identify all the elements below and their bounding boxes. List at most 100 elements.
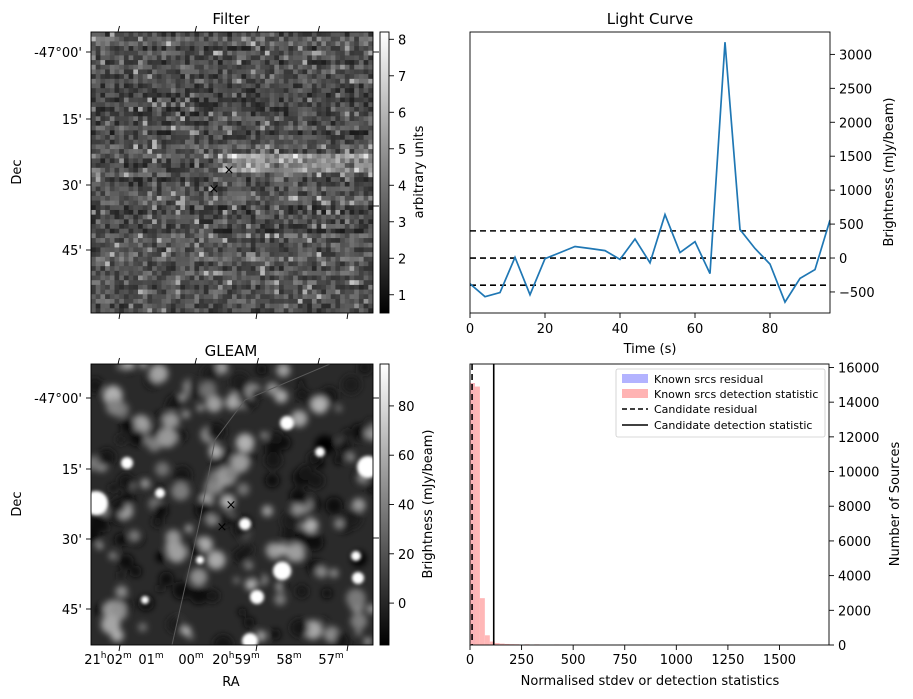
histogram-x-tick-label: 750 bbox=[612, 653, 637, 668]
gleam-dec-tick-label: -47°00' bbox=[34, 392, 82, 407]
lightcurve-xlabel: Time (s) bbox=[623, 342, 677, 357]
gleam-dec-tick-label: 15' bbox=[62, 463, 82, 478]
gleam-colorbar bbox=[380, 364, 389, 645]
histogram-x-tick-label: 250 bbox=[509, 653, 534, 668]
lightcurve-x-tick-label: 0 bbox=[466, 322, 474, 337]
lightcurve-y-tick-label: −500 bbox=[839, 286, 875, 301]
filter-ra-tick-bottom bbox=[256, 313, 257, 319]
gleam-colorbar-tick-label: 20 bbox=[398, 548, 415, 563]
filter-dec-tick-label: -47°00' bbox=[34, 46, 82, 61]
filter-colorbar bbox=[380, 32, 389, 313]
legend-label-candidate-detection: Candidate detection statistic bbox=[654, 419, 812, 432]
filter-colorbar-label: arbitrary units bbox=[412, 125, 427, 218]
gleam-dec-tick-label: 45' bbox=[62, 603, 82, 618]
gleam-ra-tick-label: 58m bbox=[276, 651, 301, 668]
histogram-bar-detection bbox=[480, 598, 485, 645]
gleam-ra-tick-top bbox=[318, 358, 320, 364]
legend-label-candidate-residual: Candidate residual bbox=[654, 403, 757, 416]
filter-title: Filter bbox=[212, 10, 250, 28]
filter-colorbar-tick-label: 3 bbox=[398, 216, 406, 231]
histogram-x-tick-label: 1250 bbox=[711, 653, 744, 668]
lightcurve-ylabel: Brightness (mJy/beam) bbox=[882, 98, 897, 247]
legend-swatch-residual bbox=[622, 374, 648, 383]
filter-ylabel: Dec bbox=[10, 159, 25, 184]
filter-dec-tick-label: 15' bbox=[62, 113, 82, 128]
lightcurve-y-tick-label: 3000 bbox=[839, 48, 872, 63]
histogram-y-tick-label: 6000 bbox=[838, 535, 871, 550]
lightcurve-y-tick-label: 2500 bbox=[839, 82, 872, 97]
histogram-x-tick-label: 0 bbox=[466, 653, 474, 668]
gleam-ra-tick-bottom bbox=[119, 645, 120, 651]
lightcurve-x-tick-label: 40 bbox=[612, 322, 629, 337]
gleam-ra-tick-bottom bbox=[347, 645, 348, 651]
candidate-position-marker: × bbox=[224, 163, 235, 178]
filter-colorbar-tick-label: 5 bbox=[398, 143, 406, 158]
lightcurve-frame bbox=[470, 32, 830, 313]
candidate-position-marker: × bbox=[226, 498, 237, 513]
filter-colorbar-tick-label: 4 bbox=[398, 179, 406, 194]
lightcurve-x-tick-label: 60 bbox=[687, 322, 704, 337]
lightcurve-panel: Light Curve 0 20 40 60 80−500050010001500200… bbox=[466, 10, 897, 357]
histogram-y-tick-label: 14000 bbox=[838, 396, 879, 411]
histogram-x-tick-label: 500 bbox=[561, 653, 586, 668]
gleam-colorbar-label: Brightness (mJy/beam) bbox=[421, 430, 436, 579]
gleam-colorbar-tick-label: 80 bbox=[398, 400, 415, 415]
filter-colorbar-tick-label: 8 bbox=[398, 33, 406, 48]
histogram-y-tick-label: 16000 bbox=[838, 361, 879, 376]
gleam-ra-tick-label: 00m bbox=[178, 651, 203, 668]
gleam-xlabel: RA bbox=[222, 675, 240, 690]
filter-ra-tick-top bbox=[195, 26, 197, 32]
histogram-y-tick-label: 2000 bbox=[838, 604, 871, 619]
histogram-y-tick-label: 12000 bbox=[838, 431, 879, 446]
filter-colorbar-tick-label: 1 bbox=[398, 289, 406, 304]
filter-colorbar-tick-label: 2 bbox=[398, 252, 406, 267]
filter-ra-tick-top bbox=[118, 26, 120, 32]
gleam-colorbar-tick-label: 40 bbox=[398, 499, 415, 514]
histogram-x-tick-label: 1000 bbox=[660, 653, 693, 668]
legend-label-detection: Known srcs detection statistic bbox=[654, 388, 818, 401]
histogram-legend: Known srcs residual Known srcs detection… bbox=[616, 369, 825, 437]
filter-colorbar-tick-label: 7 bbox=[398, 70, 406, 85]
lightcurve-y-tick-label: 1500 bbox=[839, 150, 872, 165]
gleam-position-marker: × bbox=[217, 520, 228, 535]
histogram-y-tick-label: 4000 bbox=[838, 570, 871, 585]
filter-dec-tick-label: 30' bbox=[62, 179, 82, 194]
gleam-panel: GLEAM × × -47°00' 15' 30' 45' 21h02m 01m 00m 20h… bbox=[10, 342, 436, 690]
filter-ra-tick-bottom bbox=[347, 313, 348, 319]
gleam-ra-tick-label: 57m bbox=[318, 651, 343, 668]
lightcurve-y-tick-label: 0 bbox=[839, 252, 847, 267]
gleam-title: GLEAM bbox=[205, 342, 258, 360]
lightcurve-x-tick-label: 20 bbox=[537, 322, 554, 337]
lightcurve-series-line bbox=[470, 42, 830, 302]
gleam-ra-tick-label: 20h59m bbox=[212, 651, 260, 668]
filter-colorbar-tick-label: 6 bbox=[398, 106, 406, 121]
histogram-bar-detection bbox=[485, 635, 490, 645]
gleam-colorbar-tick-label: 0 bbox=[398, 597, 406, 612]
filter-ra-tick-bottom bbox=[119, 313, 120, 319]
histogram-ylabel: Number of Sources bbox=[888, 442, 903, 567]
lightcurve-y-tick-label: 2000 bbox=[839, 116, 872, 131]
gleam-ra-tick-label: 21h02m bbox=[84, 651, 132, 668]
histogram-y-tick-label: 8000 bbox=[838, 500, 871, 515]
lightcurve-y-tick-label: 500 bbox=[839, 218, 864, 233]
legend-label-residual: Known srcs residual bbox=[654, 373, 763, 386]
filter-ra-tick-top bbox=[318, 26, 320, 32]
histogram-bar-detection bbox=[475, 387, 480, 645]
lightcurve-title: Light Curve bbox=[607, 10, 693, 28]
legend-swatch-detection bbox=[622, 389, 648, 398]
histogram-y-tick-label: 10000 bbox=[838, 466, 879, 481]
gleam-colorbar-tick-label: 60 bbox=[398, 449, 415, 464]
histogram-panel: 0 250 500 750 1000 1250 1500 0 2000 4000 6000 8000 1… bbox=[466, 361, 903, 689]
lightcurve-y-tick-label: 1000 bbox=[839, 184, 872, 199]
filter-ra-tick-top bbox=[257, 26, 259, 32]
gleam-ra-tick-label: 01m bbox=[138, 651, 163, 668]
histogram-xlabel: Normalised stdev or detection statistics bbox=[521, 674, 780, 689]
gleam-ra-tick-top bbox=[118, 358, 120, 364]
histogram-x-tick-label: 1500 bbox=[763, 653, 796, 668]
histogram-y-tick-label: 0 bbox=[838, 639, 846, 654]
filter-panel: Filter ×× -47°00'15'30'45' Dec 12345678 … bbox=[10, 10, 427, 319]
gleam-ra-tick-top bbox=[195, 358, 197, 364]
filter-dec-tick-label: 45' bbox=[62, 244, 82, 259]
gleam-ylabel: Dec bbox=[10, 491, 25, 516]
